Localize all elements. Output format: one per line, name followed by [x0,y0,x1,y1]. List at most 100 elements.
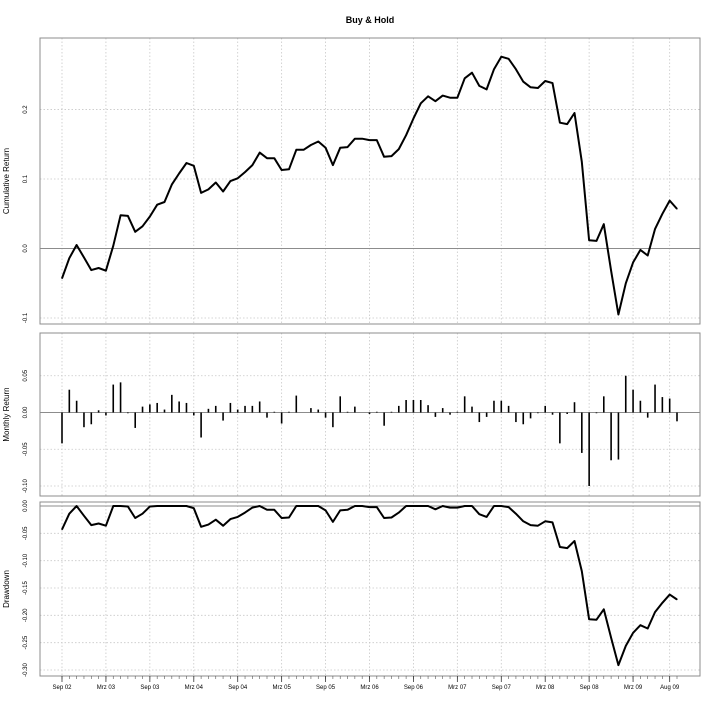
data-point [639,624,642,626]
data-point [346,146,349,148]
data-point [595,619,598,621]
data-point [273,157,275,159]
data-point [112,505,114,507]
x-tick-label: Sep 04 [228,685,248,691]
data-point [317,505,319,507]
y-tick-label: -0.10 [23,479,29,493]
data-point [588,239,590,241]
y-tick-label: 0.00 [23,500,29,512]
data-point [390,516,393,519]
data-point [669,594,671,596]
data-point [661,213,664,215]
data-point [222,190,224,193]
data-point [310,144,312,146]
data-point [207,524,209,526]
data-point [500,56,502,58]
data-point [581,570,583,572]
data-point [442,505,444,507]
data-point [193,165,195,167]
data-point [368,506,371,508]
data-point [141,513,144,515]
data-point [149,215,151,218]
data-point [244,511,246,514]
x-tick-label: Mrz 07 [448,685,467,691]
data-point [178,172,180,175]
x-tick-label: Mrz 04 [185,685,204,691]
data-point [522,81,524,83]
data-point [61,277,63,279]
data-point [120,214,122,216]
data-point [288,516,290,519]
data-point [76,244,78,246]
data-point [112,245,114,247]
data-point [361,138,363,140]
x-tick-label: Aug 09 [660,685,680,691]
data-point [163,201,166,203]
data-point [390,155,393,157]
data-point [295,505,297,507]
data-point [493,505,495,507]
data-point [383,156,385,158]
data-point [530,524,532,526]
data-point [551,82,554,84]
data-point [420,505,422,507]
data-point [346,509,349,511]
x-tick-label: Sep 06 [404,685,424,691]
data-point [354,505,356,507]
data-point [90,269,92,271]
y-tick-label: 0.2 [23,105,29,114]
data-point [339,147,341,149]
data-point [266,157,268,159]
x-tick-label: Sep 07 [492,685,512,691]
data-point [632,261,634,263]
data-point [632,632,634,634]
data-point [573,540,576,542]
data-point [171,184,173,186]
data-point [295,149,297,151]
data-point [427,95,429,97]
data-point [398,511,400,514]
y-tick-label: -0.30 [23,663,29,677]
data-point [559,546,561,548]
data-point [603,223,605,225]
data-point [68,257,70,259]
data-point [251,507,253,509]
x-tick-label: Mrz 06 [360,685,379,691]
data-point [617,313,620,316]
y-tick-label: -0.20 [23,608,29,622]
data-point [617,664,620,666]
data-point [610,270,612,272]
data-point [537,525,539,527]
data-point [676,598,678,601]
x-tick-label: Sep 03 [140,685,160,691]
data-point [244,171,246,173]
data-point [332,521,334,523]
data-point [266,509,268,511]
y-tick-label: -0.25 [23,635,29,649]
panel-frame [39,332,701,497]
x-tick-label: Sep 02 [52,685,72,691]
data-point [456,97,458,99]
data-point [478,85,480,87]
data-point [354,138,356,140]
data-point [515,513,517,515]
data-point [163,505,166,507]
data-point [654,611,656,613]
data-point [141,225,144,227]
y-tick-label: -0.10 [23,553,29,567]
data-point [471,505,473,507]
data-point [639,249,642,251]
y-tick-label: -0.1 [23,312,29,323]
data-point [376,506,378,508]
data-point [105,270,107,272]
data-point [456,507,458,509]
data-point [273,509,275,511]
data-point [522,520,524,522]
x-tick-label: Sep 08 [580,685,600,691]
data-point [398,148,400,150]
data-point [508,58,510,60]
data-point [486,88,488,90]
data-point [281,517,283,519]
y-tick-label: -0.05 [23,442,29,456]
data-point [647,627,649,630]
